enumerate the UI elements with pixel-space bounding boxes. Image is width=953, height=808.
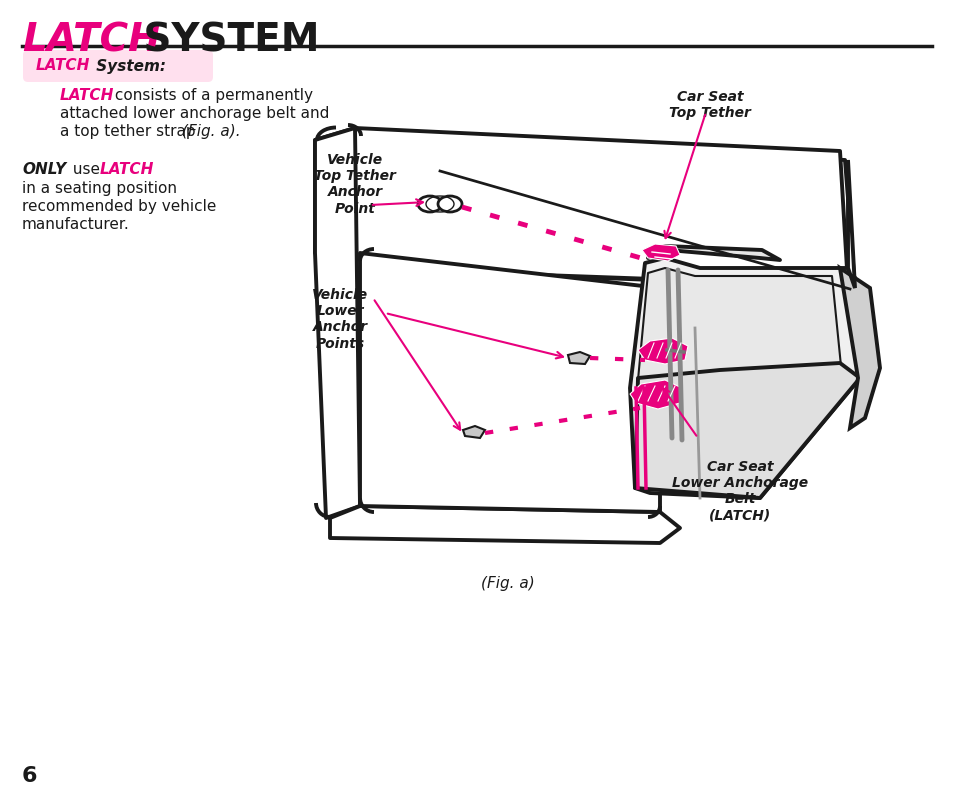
Polygon shape <box>840 268 879 428</box>
Polygon shape <box>638 268 841 486</box>
Polygon shape <box>647 246 780 260</box>
Text: LATCH: LATCH <box>60 88 114 103</box>
Polygon shape <box>629 258 859 498</box>
Text: Vehicle
Lower
Anchor
Points: Vehicle Lower Anchor Points <box>312 288 368 351</box>
Text: LATCH: LATCH <box>100 162 154 177</box>
Polygon shape <box>314 128 847 286</box>
Polygon shape <box>330 506 679 543</box>
Text: recommended by vehicle: recommended by vehicle <box>22 199 216 214</box>
Polygon shape <box>462 426 484 438</box>
Ellipse shape <box>417 196 441 212</box>
Text: Car Seat
Top Tether: Car Seat Top Tether <box>668 90 750 120</box>
Text: Vehicle
Top Tether
Anchor
Point: Vehicle Top Tether Anchor Point <box>314 153 395 216</box>
Polygon shape <box>335 138 854 288</box>
Bar <box>667 346 681 358</box>
Polygon shape <box>847 160 854 288</box>
Text: LATCH: LATCH <box>22 21 160 59</box>
Text: manufacturer.: manufacturer. <box>22 217 130 232</box>
Polygon shape <box>849 268 869 418</box>
FancyBboxPatch shape <box>23 50 213 82</box>
Text: SYSTEM: SYSTEM <box>130 21 319 59</box>
Polygon shape <box>567 352 589 364</box>
Text: in a seating position: in a seating position <box>22 181 177 196</box>
Ellipse shape <box>437 196 461 212</box>
Polygon shape <box>314 128 359 518</box>
Polygon shape <box>359 253 659 512</box>
Text: a top tether strap: a top tether strap <box>60 124 200 139</box>
Polygon shape <box>629 380 681 409</box>
Polygon shape <box>635 363 859 498</box>
Text: LATCH: LATCH <box>36 58 91 74</box>
Polygon shape <box>641 244 679 261</box>
Text: System:: System: <box>91 58 166 74</box>
Text: (Fig. a).: (Fig. a). <box>182 124 240 139</box>
Text: use: use <box>68 162 105 177</box>
Text: Car Seat
Lower Anchorage
Belt
(LATCH): Car Seat Lower Anchorage Belt (LATCH) <box>671 460 807 523</box>
Text: attached lower anchorage belt and: attached lower anchorage belt and <box>60 106 329 121</box>
Polygon shape <box>638 338 687 364</box>
Text: 6: 6 <box>22 766 37 786</box>
Text: consists of a permanently: consists of a permanently <box>110 88 313 103</box>
Text: ONLY: ONLY <box>22 162 66 177</box>
Text: (Fig. a): (Fig. a) <box>480 576 535 591</box>
